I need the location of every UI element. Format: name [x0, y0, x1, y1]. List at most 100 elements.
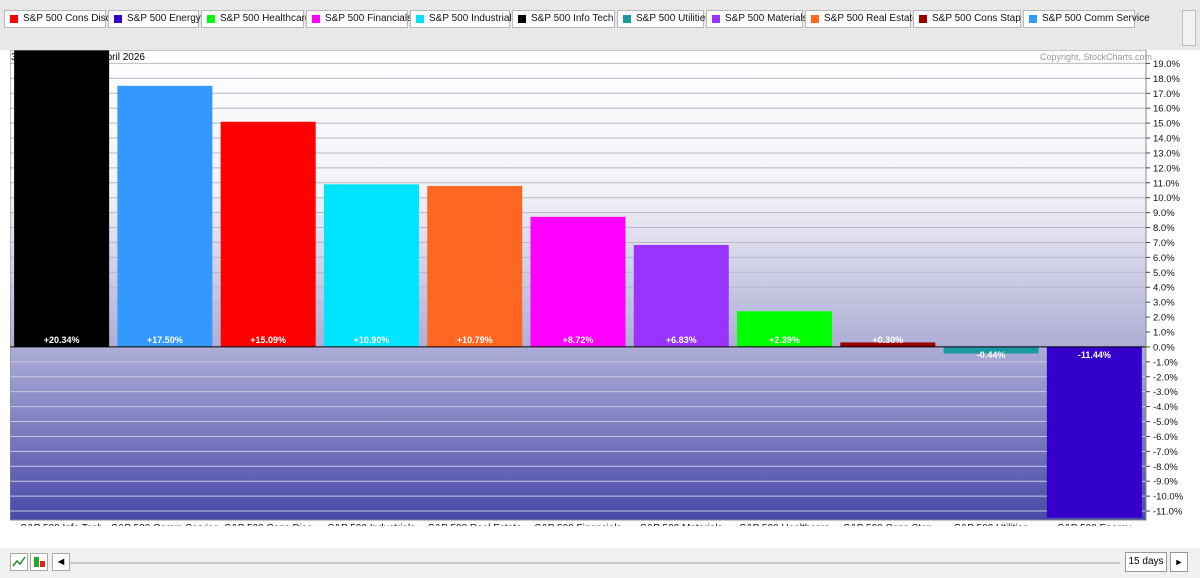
period-selector[interactable]: 15 days — [1125, 552, 1167, 572]
legend-item[interactable]: S&P 500 Real Estate — [805, 10, 918, 28]
legend-swatch — [518, 15, 526, 23]
y-tick-label: -6.0% — [1153, 432, 1178, 443]
category-label: S&P 500 Cons Stap — [843, 523, 932, 526]
plot-border — [10, 50, 1147, 521]
y-tick-label: 2.0% — [1153, 313, 1175, 324]
legend-item[interactable]: S&P 500 Energy — [108, 10, 201, 28]
legend-label: S&P 500 Cons Stap — [932, 13, 1021, 24]
y-tick-label: 18.0% — [1153, 74, 1180, 85]
bar-value-label: +8.72% — [563, 335, 594, 345]
legend-swatch — [312, 15, 320, 23]
bar-value-label: +0.30% — [872, 335, 903, 345]
legend-swatch — [416, 15, 424, 23]
legend-label: S&P 500 Energy — [127, 13, 201, 24]
y-tick-label: -5.0% — [1153, 417, 1178, 428]
legend-item[interactable]: S&P 500 Healthcare — [201, 10, 310, 28]
y-tick-label: 1.0% — [1153, 328, 1175, 339]
y-tick-label: 13.0% — [1153, 148, 1180, 159]
legend-item[interactable]: S&P 500 Cons Stap — [913, 10, 1021, 28]
y-tick-label: 0.0% — [1153, 342, 1175, 353]
y-tick-label: -3.0% — [1153, 387, 1178, 398]
y-tick-label: 10.0% — [1153, 193, 1180, 204]
category-label: S&P 500 Energy — [1057, 523, 1131, 526]
next-button[interactable]: ► — [1170, 552, 1188, 572]
y-tick-label: -7.0% — [1153, 447, 1178, 458]
y-tick-label: 14.0% — [1153, 134, 1180, 145]
bar-9 — [840, 342, 936, 347]
y-tick-label: 16.0% — [1153, 104, 1180, 115]
y-tick-label: 7.0% — [1153, 238, 1175, 249]
legend-swatch — [623, 15, 631, 23]
bar-6 — [530, 216, 626, 347]
y-tick-label: -4.0% — [1153, 402, 1178, 413]
y-tick-label: 5.0% — [1153, 268, 1175, 279]
legend-label: S&P 500 Industrials — [429, 13, 517, 24]
bar-3 — [220, 121, 316, 347]
y-tick-label: -2.0% — [1153, 372, 1178, 383]
category-label: S&P 500 Industrials — [328, 523, 416, 526]
legend-label: S&P 500 Utilities — [636, 13, 711, 24]
category-label: S&P 500 Cons Disc — [224, 523, 312, 526]
category-label: S&P 500 Utilities — [954, 523, 1028, 526]
bar-value-label: +20.34% — [44, 335, 80, 345]
date-range-label: 30 March 2026 - 20 April 2026 — [11, 52, 145, 63]
y-tick-label: 6.0% — [1153, 253, 1175, 264]
legend-label: S&P 500 Materials — [725, 13, 808, 24]
legend-label: S&P 500 Info Tech — [531, 13, 614, 24]
line-chart-icon[interactable] — [10, 553, 28, 571]
bar-value-label: +2.39% — [769, 335, 800, 345]
y-tick-label: 12.0% — [1153, 163, 1180, 174]
bar-value-label: +15.09% — [250, 335, 286, 345]
category-label: S&P 500 Comm Service — [111, 523, 219, 526]
legend-label: S&P 500 Real Estate — [824, 13, 918, 24]
legend-swatch — [114, 15, 122, 23]
legend-scroll-button[interactable] — [1182, 10, 1196, 46]
y-tick-label: -11.0% — [1153, 507, 1183, 518]
legend-item[interactable]: S&P 500 Materials — [706, 10, 808, 28]
date-slider[interactable] — [70, 562, 1120, 564]
y-tick-label: 19.0% — [1153, 59, 1180, 70]
y-tick-label: 11.0% — [1153, 178, 1180, 189]
bar-value-label: -0.44% — [977, 350, 1006, 360]
legend-item[interactable]: S&P 500 Info Tech — [512, 10, 615, 28]
prev-button[interactable]: ◄ — [52, 553, 70, 571]
category-label: S&P 500 Materials — [640, 523, 723, 526]
y-tick-label: 3.0% — [1153, 298, 1175, 309]
copyright-label: Copyright, StockCharts.com — [1039, 52, 1152, 62]
legend-item[interactable]: S&P 500 Industrials — [410, 10, 517, 28]
bar-5 — [427, 185, 523, 347]
legend-swatch — [919, 15, 927, 23]
bar-8 — [737, 311, 833, 347]
y-tick-label: -1.0% — [1153, 357, 1178, 368]
y-tick-label: -10.0% — [1153, 492, 1184, 503]
category-label: S&P 500 Real Estate — [428, 523, 522, 526]
y-tick-label: -9.0% — [1153, 477, 1178, 488]
legend-bar: S&P 500 Cons Disc S&P 500 Energy S&P 500 H… — [0, 0, 1200, 50]
legend-item[interactable]: S&P 500 Comm Service — [1023, 10, 1150, 28]
y-tick-label: 15.0% — [1153, 119, 1180, 130]
legend-label: S&P 500 Financials — [325, 13, 413, 24]
bar-11 — [1046, 346, 1142, 518]
y-tick-label: -8.0% — [1153, 462, 1178, 473]
category-label: S&P 500 Healthcare — [739, 523, 830, 526]
bar-chart-icon[interactable] — [30, 553, 48, 571]
y-tick-label: 9.0% — [1153, 208, 1175, 219]
bar-4 — [323, 184, 419, 347]
bar-value-label: +10.79% — [457, 335, 493, 345]
legend-item[interactable]: S&P 500 Cons Disc — [4, 10, 111, 28]
legend-label: S&P 500 Healthcare — [220, 13, 311, 24]
legend-swatch — [811, 15, 819, 23]
legend-item[interactable]: S&P 500 Financials — [306, 10, 412, 28]
y-tick-label: 8.0% — [1153, 223, 1175, 234]
legend-label: S&P 500 Cons Disc — [23, 13, 111, 24]
y-tick-label: 17.0% — [1153, 89, 1180, 100]
bar-2 — [117, 85, 213, 347]
legend-swatch — [712, 15, 720, 23]
bar-value-label: +10.90% — [354, 335, 390, 345]
bar-1 — [14, 50, 110, 347]
bottom-toolbar: ◄ 15 days ► — [0, 548, 1200, 578]
category-label: S&P 500 Info Tech — [20, 523, 102, 526]
legend-swatch — [1029, 15, 1037, 23]
legend-item[interactable]: S&P 500 Utilities — [617, 10, 710, 28]
bar-value-label: -11.44% — [1078, 350, 1111, 360]
